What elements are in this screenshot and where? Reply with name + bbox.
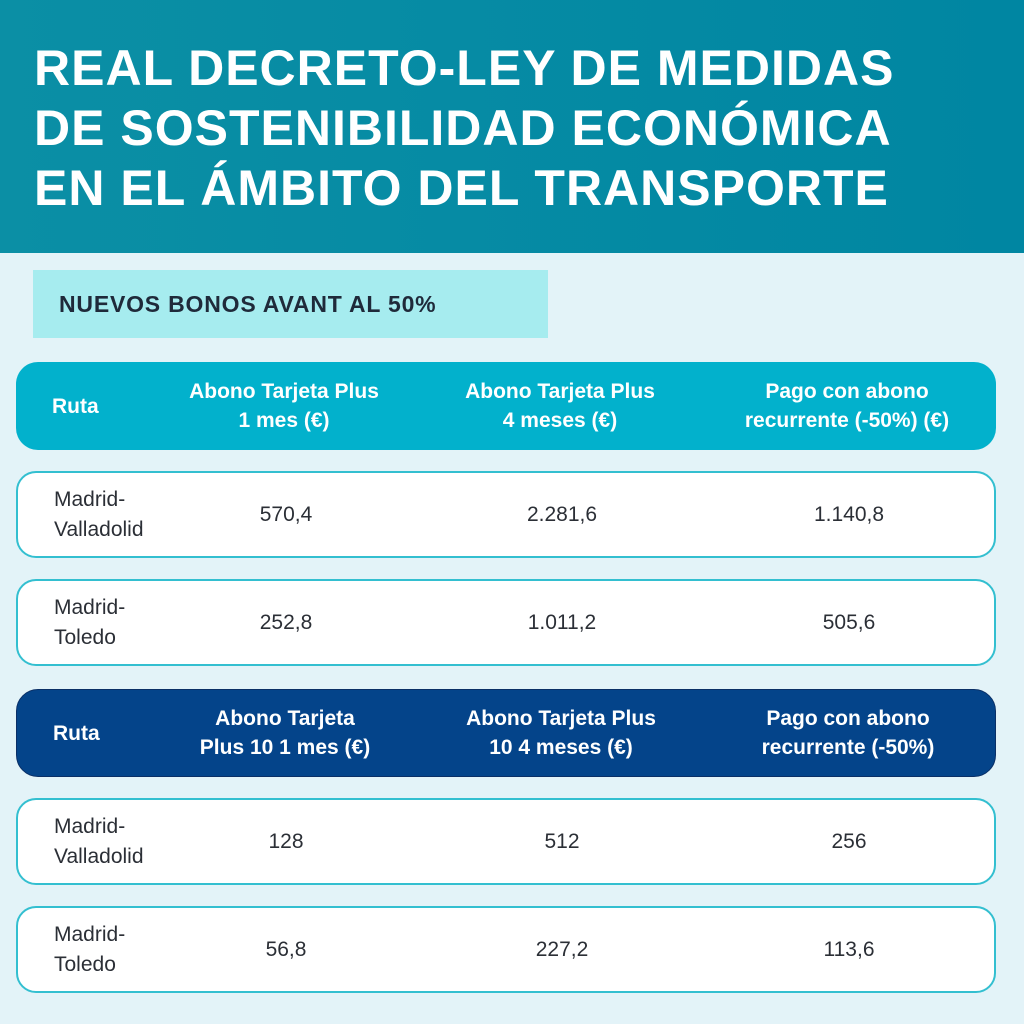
table-cell-value: 56,8 <box>265 937 307 961</box>
table2-col-recurrente: Pago con abono recurrente (-50%) <box>761 707 935 759</box>
table-cell-ruta: Madrid- Toledo <box>54 922 126 976</box>
table2-row-madrid-toledo: Madrid- Toledo 56,8 227,2 113,6 <box>16 906 996 993</box>
table-cell-ruta: Madrid- Valladolid <box>54 814 144 868</box>
page-title-line-1: REAL DECRETO-LEY DE MEDIDAS <box>34 40 895 96</box>
table-cell-value: 1.140,8 <box>813 502 885 526</box>
table1-col-ruta: Ruta <box>52 394 99 418</box>
table-cell-value: 1.011,2 <box>527 610 597 634</box>
table2-col-1mes: Abono Tarjeta Plus 10 1 mes (€) <box>199 707 371 759</box>
subtitle-text: NUEVOS BONOS AVANT AL 50% <box>59 291 437 317</box>
table-cell-value: 505,6 <box>822 610 876 634</box>
table1-row-madrid-valladolid: Madrid- Valladolid 570,4 2.281,6 1.140,8 <box>16 471 996 558</box>
table-cell-value: 570,4 <box>259 502 313 526</box>
table-cell-value: 2.281,6 <box>526 502 598 526</box>
table2-col-4meses: Abono Tarjeta Plus 10 4 meses (€) <box>466 707 656 759</box>
table2-row-madrid-valladolid: Madrid- Valladolid 128 512 256 <box>16 798 996 885</box>
page-title-line-3: EN EL ÁMBITO DEL TRANSPORTE <box>34 160 889 216</box>
table1-col-recurrente: Pago con abono recurrente (-50%) (€) <box>744 380 950 432</box>
table1-col-1mes: Abono Tarjeta Plus 1 mes (€) <box>189 380 379 432</box>
table-cell-ruta: Madrid- Toledo <box>54 595 126 649</box>
table-cell-value: 256 <box>831 829 867 853</box>
page-title-line-2: DE SOSTENIBILIDAD ECONÓMICA <box>34 100 892 156</box>
table1-header-row: Ruta Abono Tarjeta Plus 1 mes (€) Abono T… <box>16 362 996 450</box>
table-cell-ruta: Madrid- Valladolid <box>54 487 144 541</box>
header-banner: REAL DECRETO-LEY DE MEDIDAS DE SOSTENIBI… <box>0 0 1024 253</box>
table-cell-value: 227,2 <box>535 937 589 961</box>
table2-col-ruta: Ruta <box>53 721 100 745</box>
table-cell-value: 252,8 <box>259 610 313 634</box>
table1-col-4meses: Abono Tarjeta Plus 4 meses (€) <box>465 380 655 432</box>
table2-header-row: Ruta Abono Tarjeta Plus 10 1 mes (€) Abon… <box>16 689 996 777</box>
subtitle-badge: NUEVOS BONOS AVANT AL 50% <box>33 270 548 338</box>
table-cell-value: 128 <box>268 829 304 853</box>
table-cell-value: 113,6 <box>823 937 875 961</box>
page-title: REAL DECRETO-LEY DE MEDIDAS DE SOSTENIBI… <box>34 38 1004 218</box>
table-cell-value: 512 <box>544 829 580 853</box>
table1-row-madrid-toledo: Madrid- Toledo 252,8 1.011,2 505,6 <box>16 579 996 666</box>
